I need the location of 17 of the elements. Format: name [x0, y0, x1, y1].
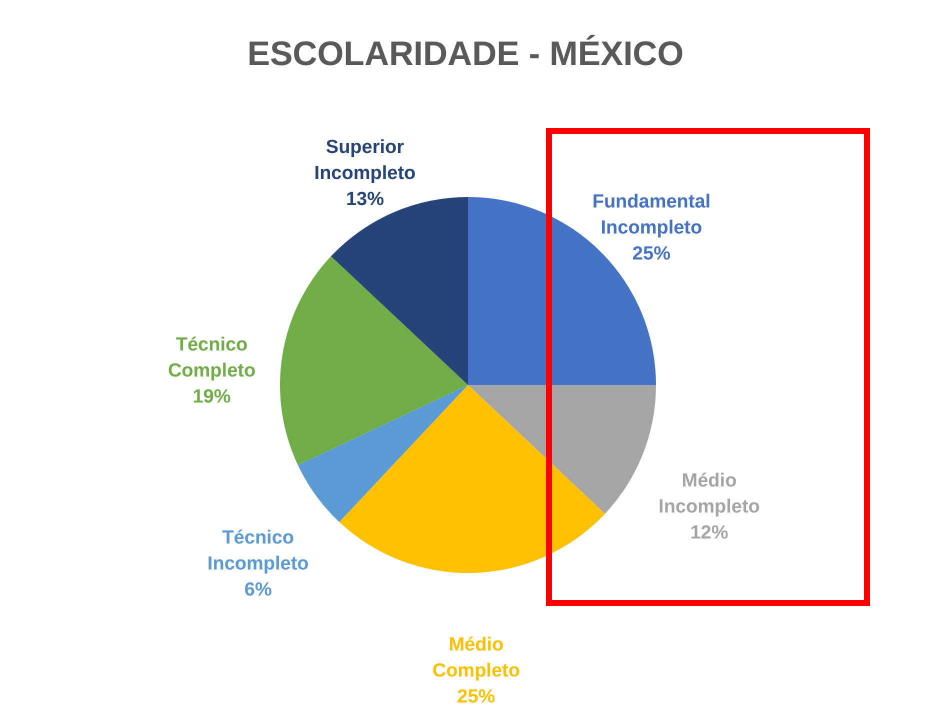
slice-label: Técnico Completo [168, 334, 256, 382]
data-label: 12% [690, 522, 728, 544]
pie-slice [339, 385, 606, 573]
slice-label: Médio Completo [432, 634, 520, 682]
pie-slice [298, 385, 468, 522]
slice-label: Técnico Incompleto [207, 527, 309, 574]
data-label: 13% [346, 188, 384, 210]
chart-title: ESCOLARIDADE - MÉXICO [247, 34, 684, 73]
slice-label: Superior Incompleto [314, 136, 416, 184]
data-label: 25% [457, 686, 496, 705]
pie-slice [468, 385, 656, 514]
pie-slice [280, 256, 468, 466]
data-label: 19% [192, 386, 231, 408]
slice-label: Fundamental Incompleto [592, 192, 711, 239]
slice-label: Médio Incompleto [658, 470, 760, 518]
data-label: 6% [244, 579, 272, 600]
data-label: 25% [632, 244, 671, 265]
